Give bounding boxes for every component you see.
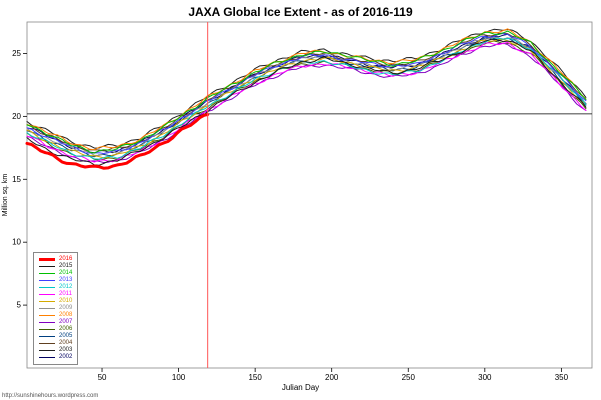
legend-item-2014: 2014 [39, 270, 72, 277]
chart-title: JAXA Global Ice Extent - as of 2016-119 [188, 5, 413, 19]
series-line-2014 [26, 30, 587, 154]
legend-line-sample [39, 266, 55, 267]
legend-label: 2008 [59, 312, 73, 318]
legend-label: 2015 [59, 263, 73, 269]
series-line-2013 [26, 33, 587, 154]
series-line-2011 [26, 41, 587, 163]
series-line-2009 [26, 36, 587, 156]
legend-line-sample [39, 336, 55, 337]
legend-label: 2011 [59, 291, 72, 297]
legend-label: 2010 [59, 298, 73, 304]
legend-item-2010: 2010 [39, 298, 72, 305]
y-tick-label: 15 [12, 175, 21, 184]
legend-line-sample [39, 315, 55, 316]
x-tick-label: 200 [325, 373, 339, 382]
legend-line-sample [39, 308, 55, 309]
legend-item-2008: 2008 [39, 312, 72, 319]
legend-label: 2007 [59, 319, 73, 325]
legend-label: 2009 [59, 305, 73, 311]
legend-item-2011: 2011 [39, 291, 72, 298]
legend-line-sample [39, 322, 55, 323]
legend-line-sample [39, 258, 55, 261]
legend-item-2004: 2004 [39, 340, 72, 347]
x-tick-label: 350 [555, 373, 569, 382]
legend: 2016 2015 2014 2013 2012 2011 2010 2009 2008 2007… [33, 252, 79, 365]
legend-item-2002: 2002 [39, 354, 72, 361]
legend-label: 2005 [59, 333, 73, 339]
legend-label: 2003 [59, 347, 73, 353]
x-tick-label: 250 [402, 373, 416, 382]
legend-item-2007: 2007 [39, 319, 72, 326]
legend-line-sample [39, 357, 55, 358]
series-line-2015 [26, 38, 587, 166]
series-line-2008 [26, 28, 587, 151]
legend-line-sample [39, 294, 55, 295]
legend-item-2003: 2003 [39, 347, 72, 354]
plot-border [26, 21, 593, 369]
legend-label: 2016 [59, 256, 73, 262]
legend-item-2013: 2013 [39, 277, 72, 284]
legend-label: 2012 [59, 284, 73, 290]
y-axis-label: Million sq. km [2, 173, 9, 217]
legend-line-sample [39, 329, 55, 330]
legend-line-sample [39, 350, 55, 351]
x-tick-label: 100 [172, 373, 186, 382]
y-tick-label: 25 [12, 49, 21, 58]
legend-label: 2002 [59, 354, 73, 360]
legend-line-sample [39, 301, 55, 302]
legend-item-2016: 2016 [39, 256, 72, 263]
legend-item-2006: 2006 [39, 326, 72, 333]
series-line-2003 [26, 28, 587, 149]
legend-label: 2014 [59, 270, 73, 276]
y-tick-label: 10 [12, 238, 21, 247]
legend-item-2015: 2015 [39, 263, 72, 270]
legend-label: 2013 [59, 277, 73, 283]
legend-item-2009: 2009 [39, 305, 72, 312]
x-tick-label: 150 [248, 373, 262, 382]
legend-line-sample [39, 280, 55, 281]
legend-label: 2004 [59, 340, 73, 346]
y-tick-label: 20 [12, 112, 21, 121]
legend-item-2005: 2005 [39, 333, 72, 340]
legend-line-sample [39, 273, 55, 274]
legend-label: 2006 [59, 326, 73, 332]
x-axis-label: Julian Day [281, 383, 320, 392]
watermark-url: http://sunshinehours.wordpress.com [2, 393, 99, 399]
series-line-2002 [26, 33, 587, 154]
legend-line-sample [39, 343, 55, 344]
x-tick-label: 300 [478, 373, 492, 382]
series-line-2012 [26, 37, 587, 160]
legend-item-2012: 2012 [39, 284, 72, 291]
legend-line-sample [39, 287, 55, 288]
series-line-2016 [25, 113, 210, 170]
series-line-2006 [26, 40, 587, 161]
y-tick-label: 5 [17, 301, 22, 310]
x-tick-label: 50 [98, 373, 107, 382]
